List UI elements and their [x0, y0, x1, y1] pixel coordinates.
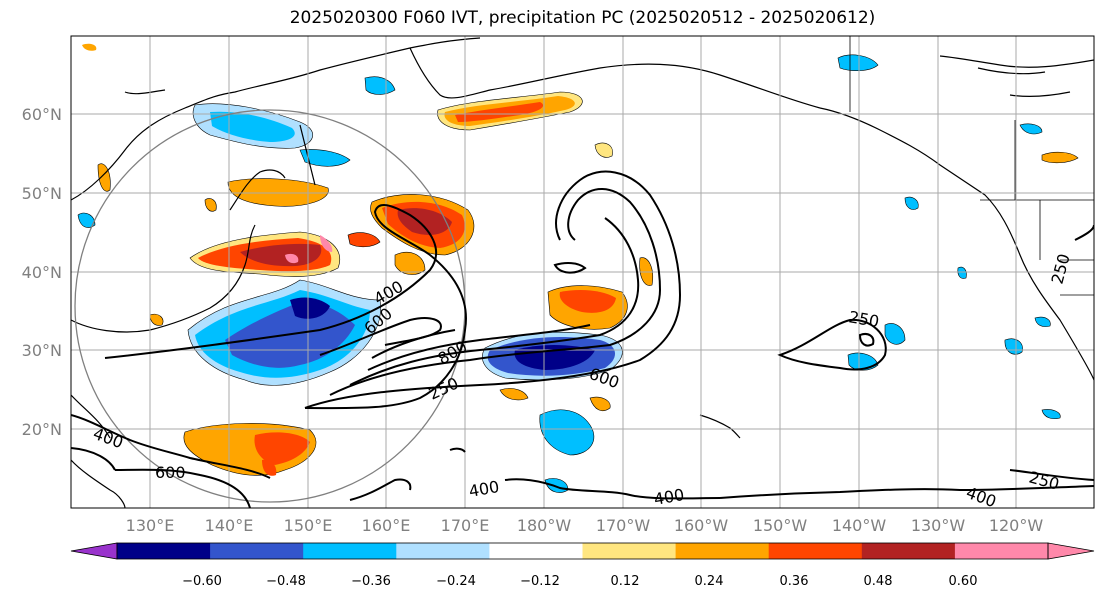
colorbar-segment [117, 543, 211, 559]
lon-label: 170°E [441, 516, 490, 535]
lon-label: 130°E [126, 516, 175, 535]
colorbar-tick-label: 0.36 [780, 574, 809, 589]
lat-label: 60°N [22, 105, 62, 124]
colorbar-tick-label: 0.48 [864, 574, 893, 589]
colorbar-min-extension [70, 542, 118, 560]
colorbar-outline [116, 542, 1049, 560]
colorbar-segment [954, 543, 1049, 559]
lon-label: 170°W [596, 516, 651, 535]
colorbar-tick-label: 0.24 [695, 574, 724, 589]
lon-label: 120°W [989, 516, 1044, 535]
political-boundaries [849, 36, 1094, 296]
colorbar-tick-label: −0.36 [351, 574, 391, 589]
colorbar-tick-label: −0.24 [436, 574, 476, 589]
lon-label: 140°W [832, 516, 887, 535]
colorbar-segment [861, 543, 956, 559]
lon-label: 130°W [911, 516, 966, 535]
ivt-contours [71, 170, 1094, 508]
colorbar-tick-label: 0.12 [611, 574, 640, 589]
lon-label: 180°W [517, 516, 572, 535]
longitude-labels: 130°E 140°E 150°E 160°E 170°E 180°W 170°… [126, 516, 1044, 535]
lat-label: 50°N [22, 184, 62, 203]
negative-precip-regions [77, 54, 1061, 493]
colorbar-segment [396, 543, 490, 559]
colorbar-segment [210, 543, 304, 559]
map-frame [70, 35, 1095, 509]
map-title: 2025020300 F060 IVT, precipitation PC (2… [289, 8, 876, 28]
colorbar-segment [675, 543, 770, 559]
colorbar: −0.60 −0.48 −0.36 −0.24 −0.12 0.12 0.24 … [70, 542, 1095, 589]
colorbar-segment [489, 543, 583, 559]
lon-label: 140°E [205, 516, 254, 535]
gridlines [71, 36, 1094, 508]
colorbar-segment [303, 543, 397, 559]
lon-label: 160°W [674, 516, 729, 535]
lat-label: 30°N [22, 341, 62, 360]
contour-label: 400 [652, 485, 685, 509]
map-layers: 400 600 800 250 600 250 400 600 400 400 … [71, 36, 1094, 509]
colorbar-tick-label: −0.60 [182, 574, 222, 589]
colorbar-tick-label: −0.12 [520, 574, 560, 589]
colorbar-segment [768, 543, 863, 559]
colorbar-max-extension [1047, 542, 1095, 560]
latitude-labels: 60°N 50°N 40°N 30°N 20°N [22, 105, 62, 439]
colorbar-tick-label: −0.48 [266, 574, 306, 589]
coastlines [71, 37, 1094, 508]
lat-label: 20°N [22, 420, 62, 439]
lon-label: 160°E [362, 516, 411, 535]
colorbar-segment [582, 543, 677, 559]
contour-label: 600 [155, 463, 186, 482]
colorbar-tick-label: 0.60 [949, 574, 978, 589]
lat-label: 40°N [22, 263, 62, 282]
lon-label: 150°E [284, 516, 333, 535]
lon-label: 150°W [753, 516, 808, 535]
